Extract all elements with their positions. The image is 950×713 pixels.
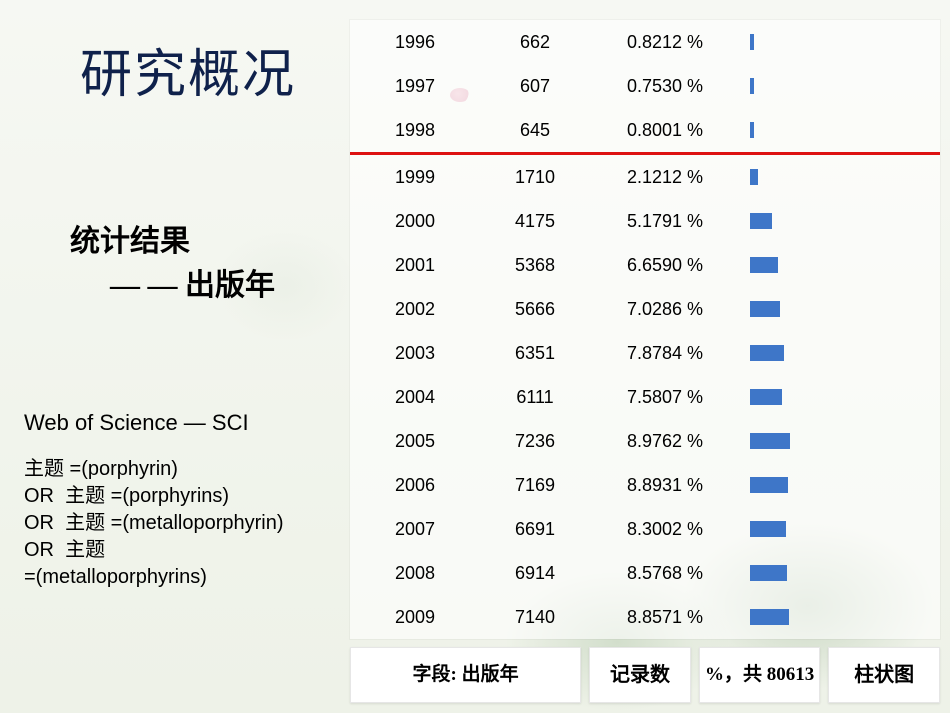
cell-year: 2001 bbox=[350, 255, 480, 276]
cell-count: 7140 bbox=[480, 607, 590, 628]
cell-percent: 2.1212 % bbox=[590, 167, 740, 188]
cell-bar bbox=[740, 34, 940, 50]
table-row: 19986450.8001 % bbox=[350, 108, 940, 152]
bar-fill bbox=[750, 477, 788, 493]
cell-year: 1997 bbox=[350, 76, 480, 97]
cell-count: 6914 bbox=[480, 563, 590, 584]
table-row: 200766918.3002 % bbox=[350, 507, 940, 551]
cell-year: 2009 bbox=[350, 607, 480, 628]
page-title: 研究概况 bbox=[80, 32, 296, 107]
cell-percent: 0.7530 % bbox=[590, 76, 740, 97]
cell-year: 2008 bbox=[350, 563, 480, 584]
bar-fill bbox=[750, 78, 754, 94]
table-row: 200971408.8571 % bbox=[350, 595, 940, 639]
bar-fill bbox=[750, 345, 784, 361]
cell-count: 645 bbox=[480, 120, 590, 141]
cell-count: 6691 bbox=[480, 519, 590, 540]
table-row: 19966620.8212 % bbox=[350, 20, 940, 64]
cell-count: 662 bbox=[480, 32, 590, 53]
bar-fill bbox=[750, 301, 780, 317]
table-row: 200461117.5807 % bbox=[350, 375, 940, 419]
cell-count: 6351 bbox=[480, 343, 590, 364]
table-row: 199917102.1212 % bbox=[350, 155, 940, 199]
cell-percent: 8.9762 % bbox=[590, 431, 740, 452]
cell-year: 2005 bbox=[350, 431, 480, 452]
table-footer-cell: %，共 80613 bbox=[699, 647, 821, 703]
cell-bar bbox=[740, 78, 940, 94]
cell-percent: 7.0286 % bbox=[590, 299, 740, 320]
cell-count: 5666 bbox=[480, 299, 590, 320]
table-row: 19976070.7530 % bbox=[350, 64, 940, 108]
cell-bar bbox=[740, 521, 940, 537]
cell-year: 2007 bbox=[350, 519, 480, 540]
cell-count: 5368 bbox=[480, 255, 590, 276]
bar-fill bbox=[750, 389, 782, 405]
cell-bar bbox=[740, 213, 940, 229]
cell-bar bbox=[740, 389, 940, 405]
results-table: 19966620.8212 %19976070.7530 %19986450.8… bbox=[350, 20, 940, 703]
cell-percent: 7.5807 % bbox=[590, 387, 740, 408]
bar-fill bbox=[750, 521, 786, 537]
table-footer-cell: 记录数 bbox=[589, 647, 691, 703]
query-line: OR 主题 bbox=[24, 537, 284, 564]
cell-count: 1710 bbox=[480, 167, 590, 188]
cell-bar bbox=[740, 301, 940, 317]
bar-fill bbox=[750, 609, 789, 625]
cell-percent: 8.8931 % bbox=[590, 475, 740, 496]
cell-percent: 6.6590 % bbox=[590, 255, 740, 276]
bar-fill bbox=[750, 122, 754, 138]
cell-year: 1999 bbox=[350, 167, 480, 188]
table-row: 200363517.8784 % bbox=[350, 331, 940, 375]
table-row: 200041755.1791 % bbox=[350, 199, 940, 243]
cell-percent: 0.8212 % bbox=[590, 32, 740, 53]
table-footer-cell: 柱状图 bbox=[828, 647, 940, 703]
cell-percent: 8.8571 % bbox=[590, 607, 740, 628]
cell-percent: 7.8784 % bbox=[590, 343, 740, 364]
cell-year: 1996 bbox=[350, 32, 480, 53]
table-row: 200869148.5768 % bbox=[350, 551, 940, 595]
query-line: OR 主题 =(metalloporphyrin) bbox=[24, 510, 284, 537]
cell-count: 4175 bbox=[480, 211, 590, 232]
cell-count: 6111 bbox=[480, 387, 590, 408]
cell-year: 2000 bbox=[350, 211, 480, 232]
cell-percent: 5.1791 % bbox=[590, 211, 740, 232]
cell-bar bbox=[740, 345, 940, 361]
cell-count: 7169 bbox=[480, 475, 590, 496]
bar-fill bbox=[750, 169, 758, 185]
cell-year: 2002 bbox=[350, 299, 480, 320]
cell-year: 2003 bbox=[350, 343, 480, 364]
subtitle-line-1: 统计结果 bbox=[70, 216, 190, 260]
bar-fill bbox=[750, 34, 754, 50]
cell-year: 2006 bbox=[350, 475, 480, 496]
cell-year: 2004 bbox=[350, 387, 480, 408]
table-row: 200572368.9762 % bbox=[350, 419, 940, 463]
bar-fill bbox=[750, 565, 787, 581]
cell-bar bbox=[740, 433, 940, 449]
table-row: 200671698.8931 % bbox=[350, 463, 940, 507]
bar-fill bbox=[750, 433, 790, 449]
table-footer-cell: 字段: 出版年 bbox=[350, 647, 581, 703]
cell-bar bbox=[740, 609, 940, 625]
table-row: 200153686.6590 % bbox=[350, 243, 940, 287]
query-line: =(metalloporphyrins) bbox=[24, 564, 284, 591]
cell-bar bbox=[740, 257, 940, 273]
query-line: 主题 =(porphyrin) bbox=[24, 456, 284, 483]
cell-percent: 0.8001 % bbox=[590, 120, 740, 141]
bar-fill bbox=[750, 213, 772, 229]
cell-bar bbox=[740, 122, 940, 138]
cell-count: 607 bbox=[480, 76, 590, 97]
search-query-block: 主题 =(porphyrin)OR 主题 =(porphyrins)OR 主题 … bbox=[24, 456, 284, 591]
cell-bar bbox=[740, 565, 940, 581]
subtitle-line-2: — — 出版年 bbox=[110, 260, 275, 304]
query-line: OR 主题 =(porphyrins) bbox=[24, 483, 284, 510]
cell-count: 7236 bbox=[480, 431, 590, 452]
cell-percent: 8.3002 % bbox=[590, 519, 740, 540]
cell-percent: 8.5768 % bbox=[590, 563, 740, 584]
table-row: 200256667.0286 % bbox=[350, 287, 940, 331]
cell-bar bbox=[740, 477, 940, 493]
cell-year: 1998 bbox=[350, 120, 480, 141]
data-source-label: Web of Science — SCI bbox=[24, 410, 249, 436]
cell-bar bbox=[740, 169, 940, 185]
bar-fill bbox=[750, 257, 778, 273]
